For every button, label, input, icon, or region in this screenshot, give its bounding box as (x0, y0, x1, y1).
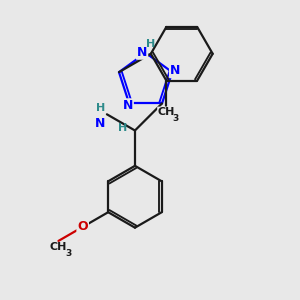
Text: CH: CH (158, 107, 175, 117)
Text: H: H (146, 39, 155, 49)
Text: N: N (95, 117, 105, 130)
Text: N: N (170, 64, 180, 77)
Text: N: N (137, 46, 147, 59)
Text: 3: 3 (65, 249, 71, 258)
Text: H: H (96, 103, 105, 113)
Text: O: O (77, 220, 88, 233)
Text: N: N (122, 99, 133, 112)
Text: H: H (118, 123, 127, 133)
Text: 3: 3 (173, 114, 179, 123)
Text: CH: CH (50, 242, 67, 252)
